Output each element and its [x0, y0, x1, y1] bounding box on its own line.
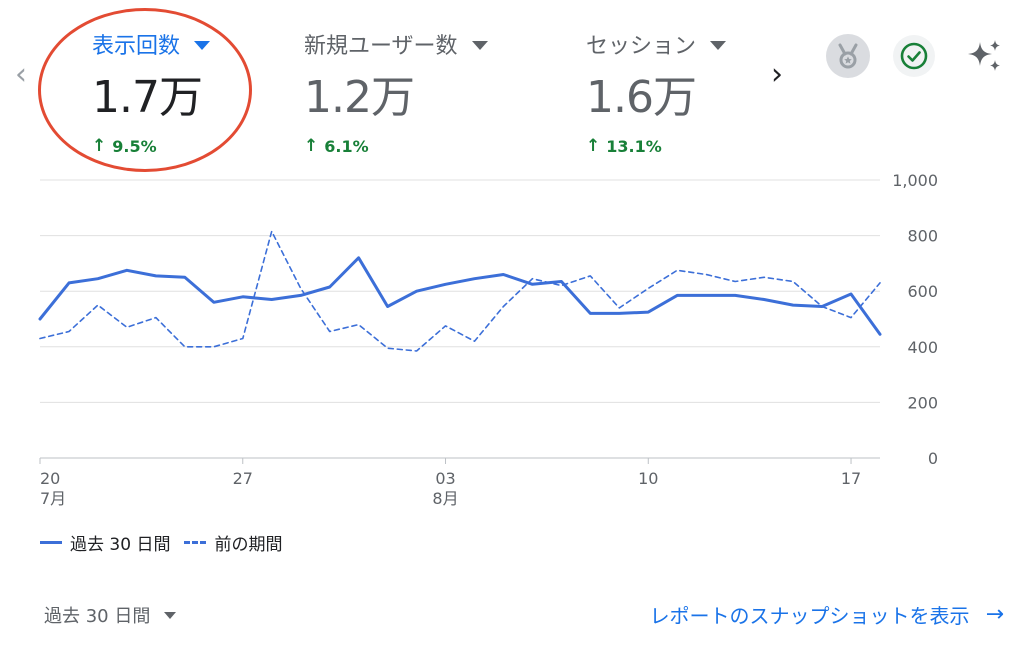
arrow-right-icon: → [985, 602, 1004, 627]
metric-tab-views[interactable]: 表示回数 1.7万 ↑ 9.5% [92, 28, 211, 156]
y-tick-label: 200 [907, 393, 938, 412]
y-tick-label: 400 [907, 338, 938, 357]
check-circle-icon[interactable] [892, 34, 936, 78]
y-tick-label: 600 [907, 282, 938, 301]
x-tick-label: 20 [40, 469, 60, 488]
x-tick-label: 17 [841, 469, 861, 488]
chart-legend: 過去 30 日間 前の期間 [40, 530, 282, 555]
previous-metrics-button[interactable]: ‹ [15, 57, 27, 92]
caret-down-icon [164, 611, 177, 619]
sparkle-icon[interactable] [962, 34, 1006, 78]
x-tick-month-label: 8月 [432, 489, 458, 508]
legend-label-current: 過去 30 日間 [70, 535, 171, 555]
metric-tab-new-users[interactable]: 新規ユーザー数 1.2万 ↑ 6.1% [304, 28, 488, 156]
caret-down-icon [194, 40, 211, 50]
legend-dashed-swatch [184, 541, 207, 544]
arrow-up-icon: ↑ [304, 136, 319, 156]
metric-tab-sessions[interactable]: セッション 1.6万 ↑ 13.1% [586, 28, 727, 156]
metric-value: 1.7万 [92, 72, 203, 123]
y-tick-label: 1,000 [892, 171, 938, 190]
legend-solid-swatch [40, 541, 62, 544]
view-report-snapshot-link[interactable]: レポートのスナップショットを表示 → [650, 600, 1004, 629]
next-metrics-button[interactable]: › [771, 57, 783, 92]
series-line-previous-period [39, 230, 881, 352]
y-tick-label: 800 [907, 227, 938, 246]
arrow-up-icon: ↑ [586, 136, 601, 156]
y-tick-label: 0 [928, 449, 938, 468]
report-link-label: レポートのスナップショットを表示 [649, 604, 970, 628]
x-tick-label: 27 [233, 469, 253, 488]
metric-label: セッション [586, 34, 697, 59]
caret-down-icon [471, 40, 488, 50]
x-tick-month-label: 7月 [40, 489, 66, 508]
caret-down-icon [710, 40, 727, 50]
x-tick-label: 03 [435, 469, 455, 488]
metric-change: ↑ 13.1% [586, 136, 662, 156]
x-tick-label: 10 [638, 469, 658, 488]
metric-change: ↑ 9.5% [92, 136, 157, 156]
medal-icon[interactable] [826, 34, 870, 78]
metric-value: 1.6万 [586, 72, 697, 123]
metric-change: ↑ 6.1% [304, 136, 369, 156]
series-line-last-30-days [38, 256, 882, 336]
arrow-up-icon: ↑ [92, 136, 107, 156]
metric-label: 表示回数 [92, 34, 181, 59]
metric-value: 1.2万 [304, 72, 415, 123]
legend-label-previous: 前の期間 [214, 535, 283, 555]
metric-label: 新規ユーザー数 [304, 34, 458, 59]
period-label: 過去 30 日間 [44, 606, 151, 627]
period-selector[interactable]: 過去 30 日間 [44, 602, 177, 628]
